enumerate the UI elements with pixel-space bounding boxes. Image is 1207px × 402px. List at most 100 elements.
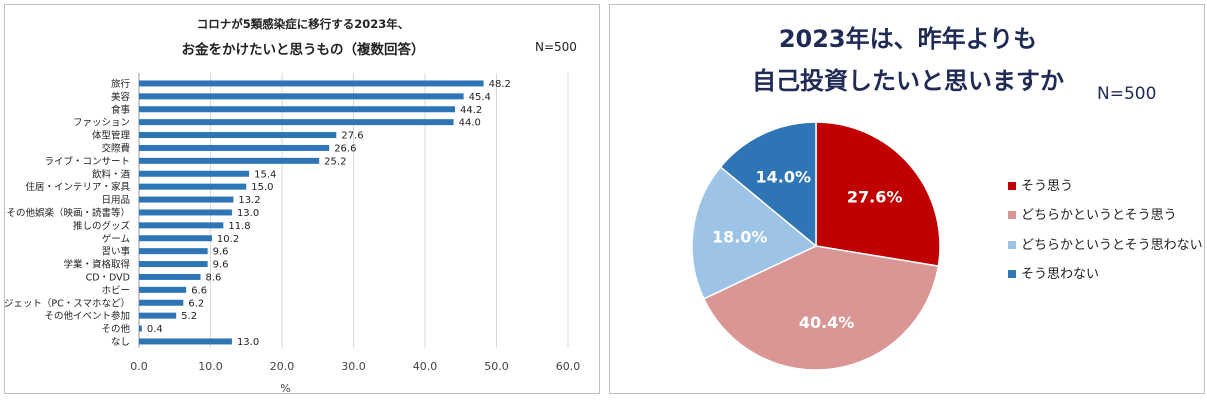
category-label: ガジェット（PC・スマホなど） xyxy=(5,297,130,309)
legend-item: どちらかというとそう思わない xyxy=(1008,237,1203,255)
value-label: 6.6 xyxy=(191,285,207,296)
category-label: 飲料・酒 xyxy=(92,168,131,180)
category-label: 旅行 xyxy=(111,78,131,90)
category-label: ホビー xyxy=(101,285,130,296)
x-tick-label: 10.0 xyxy=(198,360,223,373)
x-tick-label: 50.0 xyxy=(484,360,509,373)
value-label: 9.6 xyxy=(213,260,229,271)
category-label: 学業・資格取得 xyxy=(63,259,130,271)
bar-chart-title-line2: お金をかけたいと思うもの（複数回答） xyxy=(181,42,425,58)
pie-slice xyxy=(815,121,941,268)
pie-slice xyxy=(691,165,818,300)
category-label: 食事 xyxy=(111,104,131,116)
legend-label: どちらかというとそう思う xyxy=(1021,208,1177,223)
bar-chart-panel: コロナが5類感染症に移行する2023年、 お金をかけたいと思うもの（複数回答） … xyxy=(4,4,600,395)
bar-chart-sample-size: N=500 xyxy=(535,40,577,54)
category-label: ファッション xyxy=(73,118,130,129)
category-label: 交際費 xyxy=(101,142,130,154)
value-label: 13.0 xyxy=(237,337,259,348)
legend-item: どちらかというとそう思う xyxy=(1008,207,1177,225)
legend-item: そう思わない xyxy=(1008,266,1099,284)
legend-label: そう思わない xyxy=(1021,267,1100,282)
value-label: 26.6 xyxy=(334,143,356,154)
value-label: 5.2 xyxy=(181,311,197,322)
x-axis-label: % xyxy=(280,382,290,395)
bar xyxy=(139,196,234,203)
x-tick-label: 40.0 xyxy=(413,360,438,373)
bar xyxy=(139,261,208,268)
category-label: 推しのグッズ xyxy=(73,220,131,232)
bar xyxy=(139,235,212,242)
pie-slice xyxy=(702,245,940,371)
category-label: 美容 xyxy=(111,91,131,103)
slice-value-label: 18.0% xyxy=(712,227,768,246)
pie-chart-title-line2: 自己投資したいと思いますか xyxy=(752,67,1064,95)
category-label: 習い事 xyxy=(101,246,130,258)
bar xyxy=(139,248,208,255)
legend-swatch xyxy=(1008,181,1016,190)
value-label: 6.2 xyxy=(188,298,204,309)
bar xyxy=(139,106,456,113)
bar-chart-title-line1: コロナが5類感染症に移行する2023年、 xyxy=(196,17,410,31)
slice-value-label: 40.4% xyxy=(799,313,855,332)
value-label: 15.0 xyxy=(251,182,273,193)
x-tick-label: 20.0 xyxy=(270,360,295,373)
legend-swatch xyxy=(1008,240,1016,249)
bar xyxy=(139,222,224,229)
value-label: 25.2 xyxy=(324,156,346,167)
value-label: 27.6 xyxy=(341,131,363,142)
bar xyxy=(139,132,337,139)
bar xyxy=(139,299,184,306)
value-label: 11.8 xyxy=(228,221,250,232)
category-label: その他イベント参加 xyxy=(44,310,130,322)
value-label: 44.2 xyxy=(460,105,482,116)
legend-swatch xyxy=(1008,210,1016,219)
pie-chart-panel: 2023年は、昨年よりも 自己投資したいと思いますか N=500 27.6% 40… xyxy=(609,4,1205,394)
bar xyxy=(139,170,250,177)
value-label: 13.0 xyxy=(237,208,259,219)
bar xyxy=(139,209,232,216)
legend-item: そう思う xyxy=(1008,178,1073,196)
category-label: 日用品 xyxy=(101,195,130,206)
value-label: 9.6 xyxy=(213,247,229,258)
bar xyxy=(139,286,187,293)
value-label: 44.0 xyxy=(459,118,481,129)
value-label: 48.2 xyxy=(489,79,511,90)
bar xyxy=(139,312,177,319)
slice-value-label: 27.6% xyxy=(847,187,903,206)
pie-chart-title-line1: 2023年は、昨年よりも xyxy=(778,25,1038,53)
slice-value-label: 14.0% xyxy=(756,167,812,186)
category-label: 体型管理 xyxy=(92,130,131,142)
category-label: なし xyxy=(111,337,130,348)
bar xyxy=(139,93,464,100)
legend-label: そう思う xyxy=(1021,179,1074,194)
value-label: 8.6 xyxy=(205,272,221,283)
bar xyxy=(139,273,201,280)
category-label: その他娯楽（映画・読書等） xyxy=(6,207,130,219)
pie-chart-sample-size: N=500 xyxy=(1097,84,1157,104)
bar xyxy=(139,338,232,345)
legend-label: どちらかというとそう思わない xyxy=(1021,238,1203,253)
category-label: ゲーム xyxy=(102,233,130,245)
pie-chart: 27.6% 40.4% 18.0% 14.0% xyxy=(691,121,941,371)
bar xyxy=(139,157,320,164)
value-label: 0.4 xyxy=(147,324,163,335)
x-tick-label: 60.0 xyxy=(556,360,581,373)
category-label: ライブ・コンサート xyxy=(44,155,130,167)
category-label: 住居・インテリア・家具 xyxy=(25,181,130,193)
bar xyxy=(139,80,484,87)
x-tick-label: 30.0 xyxy=(341,360,366,373)
bar xyxy=(139,144,330,151)
category-label: その他 xyxy=(101,323,130,335)
value-label: 15.4 xyxy=(254,169,276,180)
bar xyxy=(139,183,247,190)
category-label: CD・DVD xyxy=(86,272,130,283)
bar xyxy=(139,119,454,126)
x-tick-label: 0.0 xyxy=(130,360,148,373)
value-label: 13.2 xyxy=(238,195,260,206)
value-label: 45.4 xyxy=(469,92,491,103)
value-label: 10.2 xyxy=(217,234,239,245)
bar-chart: 0.0 10.0 20.0 30.0 40.0 50.0 60.0% 旅行 48.2 美容 45.4… xyxy=(5,73,581,395)
legend-swatch xyxy=(1008,269,1016,278)
pie-slice xyxy=(719,121,817,248)
